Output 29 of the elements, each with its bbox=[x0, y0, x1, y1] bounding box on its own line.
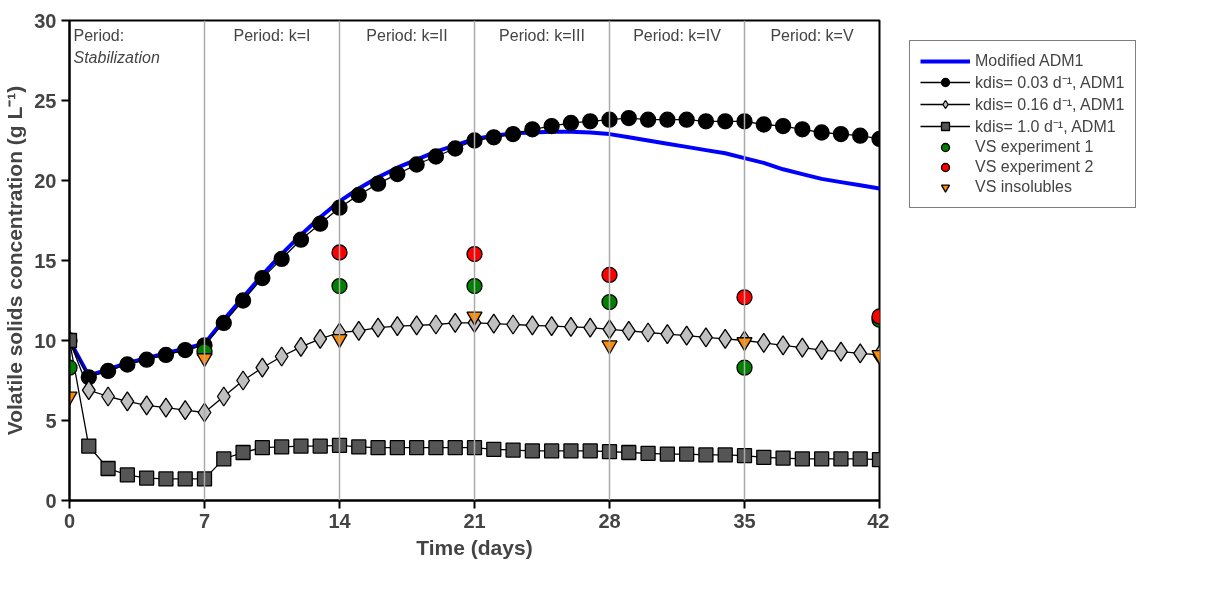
y-tick-label: 0 bbox=[45, 489, 57, 512]
legend-label: VS insolubles bbox=[975, 178, 1072, 196]
annotation: Period: Stabilization bbox=[73, 26, 160, 66]
annotation: Period: k=III bbox=[499, 26, 585, 44]
x-tick-label: 35 bbox=[733, 509, 756, 532]
legend-label: kdis= 0.03 d⁻¹, ADM1 bbox=[975, 73, 1125, 93]
y-axis-title: Volatile solids concentration (g L⁻¹) bbox=[3, 85, 27, 436]
legend-label: kdis= 0.16 d⁻¹, ADM1 bbox=[975, 95, 1125, 115]
x-axis-title: Time (days) bbox=[416, 535, 533, 559]
legend-label: Modified ADM1 bbox=[975, 52, 1084, 70]
annotation: Period: k=V bbox=[770, 26, 854, 44]
y-tick-label: 10 bbox=[34, 329, 57, 352]
y-tick-label: 30 bbox=[34, 9, 57, 32]
x-tick-label: 14 bbox=[328, 509, 352, 532]
annotation: Period: k=II bbox=[366, 26, 448, 44]
legend-label: VS experiment 1 bbox=[975, 138, 1094, 156]
x-tick-label: 21 bbox=[463, 509, 486, 532]
x-tick-label: 0 bbox=[63, 509, 76, 532]
x-tick-label: 42 bbox=[867, 509, 890, 532]
annotation: Period: k=IV bbox=[633, 26, 722, 44]
y-tick-label: 25 bbox=[34, 89, 57, 112]
legend-label: VS experiment 2 bbox=[975, 158, 1094, 176]
x-tick-label: 7 bbox=[198, 509, 211, 532]
annotation: Period: k=I bbox=[233, 26, 311, 44]
y-tick-label: 20 bbox=[34, 169, 57, 192]
y-tick-label: 15 bbox=[34, 249, 57, 272]
legend-label: kdis= 1.0 d⁻¹, ADM1 bbox=[975, 117, 1116, 137]
y-tick-label: 5 bbox=[45, 409, 57, 432]
x-tick-label: 28 bbox=[598, 509, 621, 532]
